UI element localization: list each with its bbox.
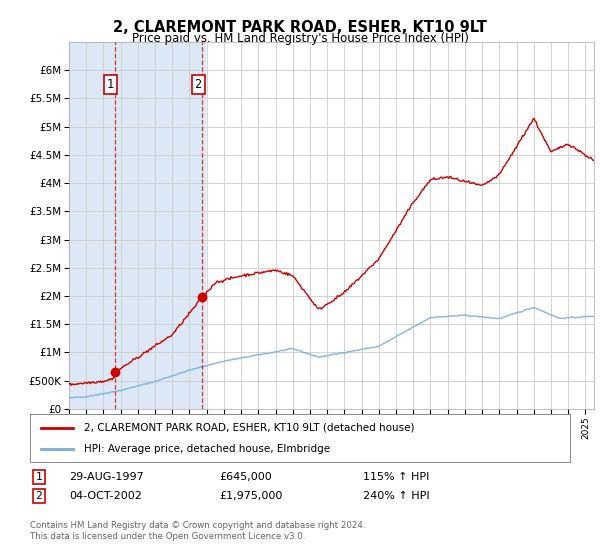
Text: HPI: Average price, detached house, Elmbridge: HPI: Average price, detached house, Elmb…	[84, 444, 330, 454]
Text: 2: 2	[194, 78, 202, 91]
Text: Price paid vs. HM Land Registry's House Price Index (HPI): Price paid vs. HM Land Registry's House …	[131, 32, 469, 45]
Text: 04-OCT-2002: 04-OCT-2002	[69, 491, 142, 501]
Text: £645,000: £645,000	[219, 472, 272, 482]
Text: Contains HM Land Registry data © Crown copyright and database right 2024.
This d: Contains HM Land Registry data © Crown c…	[30, 521, 365, 540]
Text: 2: 2	[35, 491, 43, 501]
Text: 1: 1	[35, 472, 43, 482]
Text: 240% ↑ HPI: 240% ↑ HPI	[363, 491, 430, 501]
Text: 1: 1	[107, 78, 114, 91]
Bar	[69, 42, 205, 409]
Text: 115% ↑ HPI: 115% ↑ HPI	[363, 472, 430, 482]
Text: 2, CLAREMONT PARK ROAD, ESHER, KT10 9LT (detached house): 2, CLAREMONT PARK ROAD, ESHER, KT10 9LT …	[84, 423, 415, 433]
Text: £1,975,000: £1,975,000	[219, 491, 283, 501]
Text: 2, CLAREMONT PARK ROAD, ESHER, KT10 9LT: 2, CLAREMONT PARK ROAD, ESHER, KT10 9LT	[113, 20, 487, 35]
Text: 29-AUG-1997: 29-AUG-1997	[69, 472, 144, 482]
